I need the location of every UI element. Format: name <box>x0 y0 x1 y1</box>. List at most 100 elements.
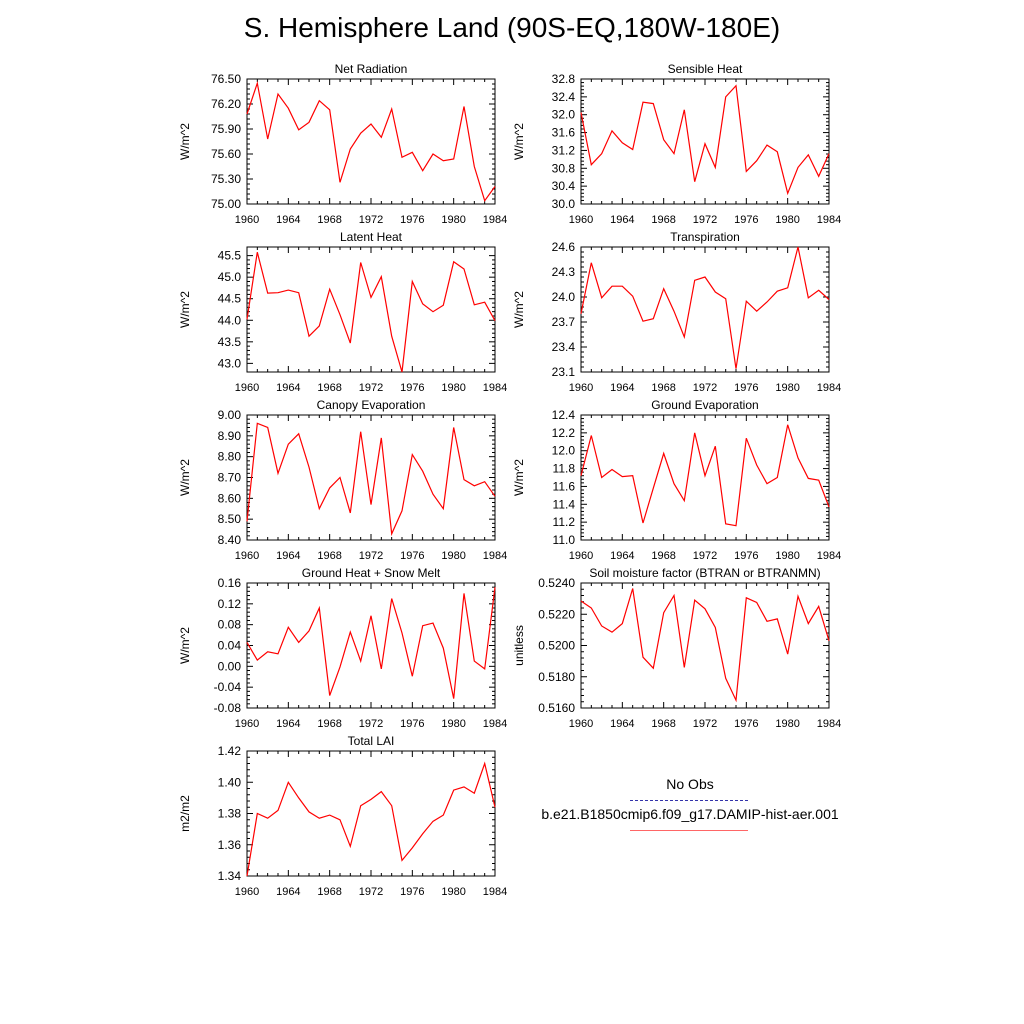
panel-title: Soil moisture factor (BTRAN or BTRANMN) <box>589 566 820 580</box>
y-tick-label: 24.6 <box>552 240 576 254</box>
y-tick-label: 24.0 <box>552 290 576 304</box>
x-tick-label: 1972 <box>359 886 383 898</box>
y-tick-label: 1.38 <box>218 807 242 821</box>
y-tick-label: 8.70 <box>218 471 242 485</box>
y-tick-label: 75.00 <box>211 197 241 211</box>
y-tick-label: 24.3 <box>552 265 576 279</box>
series-line <box>246 761 496 877</box>
x-tick-label: 1964 <box>610 550 634 562</box>
x-tick-label: 1980 <box>775 718 799 730</box>
y-tick-label: 30.4 <box>552 179 576 193</box>
y-tick-label: 43.0 <box>218 356 242 370</box>
x-tick-label: 1980 <box>441 718 465 730</box>
x-tick-label: 1984 <box>817 718 841 730</box>
x-tick-label: 1968 <box>317 550 341 562</box>
x-tick-label: 1960 <box>569 550 593 562</box>
x-tick-label: 1972 <box>359 718 383 730</box>
series-line <box>246 80 496 203</box>
panel-title: Ground Heat + Snow Melt <box>302 566 441 580</box>
y-tick-label: 30.8 <box>552 161 576 175</box>
y-tick-label: 11.2 <box>553 515 576 529</box>
plot-frame <box>246 582 496 709</box>
y-tick-label: 11.6 <box>553 479 576 493</box>
x-tick-label: 1976 <box>734 550 758 562</box>
panel-title: Canopy Evaporation <box>317 398 426 412</box>
series-line <box>246 422 496 537</box>
y-axis-label: W/m^2 <box>512 123 526 160</box>
x-tick-label: 1960 <box>235 886 259 898</box>
y-tick-label: 75.90 <box>211 122 241 136</box>
legend-line-obs <box>630 800 748 801</box>
legend-line-model <box>630 830 748 831</box>
x-tick-label: 1960 <box>569 718 593 730</box>
panel-title: Sensible Heat <box>668 62 743 76</box>
x-tick-label: 1980 <box>775 382 799 394</box>
x-tick-label: 1964 <box>276 550 300 562</box>
y-tick-label: 43.5 <box>218 335 242 349</box>
y-tick-label: 0.16 <box>218 576 242 590</box>
x-tick-label: 1972 <box>359 214 383 226</box>
y-axis-label: W/m^2 <box>178 291 192 328</box>
x-tick-label: 1968 <box>317 718 341 730</box>
x-tick-label: 1980 <box>441 886 465 898</box>
plot-frame <box>246 246 496 373</box>
panel-4: Canopy Evaporation W/m^2 1960 1964 1968 1972 1… <box>178 398 507 562</box>
panel-1: Sensible Heat W/m^2 1960 1964 1968 1972 1976 19… <box>512 62 841 226</box>
x-tick-label: 1972 <box>359 382 383 394</box>
series-line <box>580 424 830 527</box>
x-tick-label: 1968 <box>317 214 341 226</box>
x-tick-label: 1968 <box>651 214 675 226</box>
x-tick-label: 1964 <box>276 214 300 226</box>
y-axis-label: W/m^2 <box>512 459 526 496</box>
plot-frame <box>580 78 830 205</box>
x-tick-label: 1984 <box>817 382 841 394</box>
x-tick-label: 1984 <box>817 214 841 226</box>
x-tick-label: 1984 <box>483 718 507 730</box>
x-tick-label: 1960 <box>569 382 593 394</box>
y-tick-label: 12.0 <box>552 444 576 458</box>
x-tick-label: 1976 <box>400 382 424 394</box>
y-axis-label: W/m^2 <box>178 459 192 496</box>
panel-7: Soil moisture factor (BTRAN or BTRANMN) u… <box>512 566 841 730</box>
panel-3: Transpiration W/m^2 1960 1964 1968 1972 1976 19… <box>512 230 841 394</box>
panel-title: Transpiration <box>670 230 740 244</box>
legend-label-obs: No Obs <box>666 776 714 792</box>
x-tick-label: 1984 <box>817 550 841 562</box>
x-tick-label: 1960 <box>235 550 259 562</box>
x-tick-label: 1960 <box>235 214 259 226</box>
y-tick-label: 23.1 <box>552 365 576 379</box>
x-tick-label: 1960 <box>235 382 259 394</box>
legend-label-model: b.e21.B1850cmip6.f09_g17.DAMIP-hist-aer.… <box>541 806 839 822</box>
y-tick-label: 32.0 <box>552 108 576 122</box>
y-tick-label: -0.08 <box>214 701 242 715</box>
plot-frame <box>580 582 830 709</box>
plot-frame <box>246 750 496 877</box>
y-tick-label: 1.42 <box>218 744 242 758</box>
y-tick-label: 0.5240 <box>538 576 575 590</box>
x-tick-label: 1964 <box>610 718 634 730</box>
x-tick-label: 1968 <box>317 382 341 394</box>
x-tick-label: 1976 <box>734 214 758 226</box>
x-tick-label: 1980 <box>775 214 799 226</box>
x-tick-label: 1968 <box>651 382 675 394</box>
plot-frame <box>580 246 830 373</box>
y-tick-label: 1.40 <box>218 775 242 789</box>
y-tick-label: 8.60 <box>218 491 242 505</box>
y-tick-label: 9.00 <box>218 408 242 422</box>
y-axis-label: unitless <box>512 625 526 666</box>
y-tick-label: 0.5220 <box>538 607 575 621</box>
y-tick-label: 12.2 <box>552 426 576 440</box>
y-tick-label: 44.0 <box>218 313 242 327</box>
x-tick-label: 1984 <box>483 550 507 562</box>
x-tick-label: 1980 <box>775 550 799 562</box>
y-tick-label: 32.8 <box>552 72 576 86</box>
x-tick-label: 1968 <box>317 886 341 898</box>
panel-5: Ground Evaporation W/m^2 1960 1964 1968 1972 1… <box>512 398 841 562</box>
y-tick-label: 23.4 <box>552 340 576 354</box>
y-tick-label: 0.5180 <box>538 670 575 684</box>
panel-title: Total LAI <box>348 734 395 748</box>
y-tick-label: 30.0 <box>552 197 576 211</box>
x-tick-label: 1964 <box>276 382 300 394</box>
y-tick-label: -0.04 <box>214 680 242 694</box>
y-tick-label: 31.6 <box>552 126 576 140</box>
